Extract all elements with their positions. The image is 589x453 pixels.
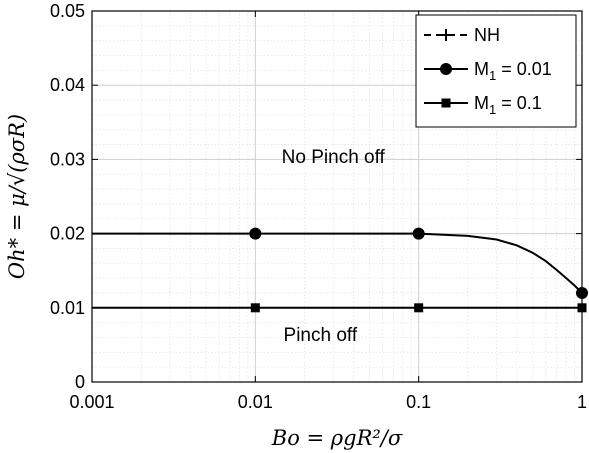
y-tick-label: 0.02 bbox=[50, 224, 85, 244]
y-tick-label: 0.01 bbox=[50, 298, 85, 318]
y-tick-label: 0.04 bbox=[50, 75, 85, 95]
data-point-square bbox=[577, 303, 587, 313]
series-line-1 bbox=[92, 232, 583, 294]
y-axis-label: Oh* = μ/√(ρσR) bbox=[5, 114, 29, 279]
data-point-circle bbox=[576, 286, 588, 299]
y-tick-label: 0.05 bbox=[50, 1, 85, 21]
x-axis-label: Bo = ρgR²/σ bbox=[271, 426, 403, 450]
y-tick-label: 0.03 bbox=[50, 149, 85, 169]
data-point-circle bbox=[412, 227, 425, 240]
series-layer bbox=[92, 227, 588, 313]
y-tick-label: 0 bbox=[75, 372, 85, 392]
x-tick-label: 0.001 bbox=[69, 392, 114, 412]
data-point-circle bbox=[249, 227, 262, 240]
plot-frame bbox=[91, 10, 583, 383]
legend: NH M1 = 0.01 M1 = 0.1 bbox=[415, 14, 577, 128]
annotations: No Pinch off Pinch off bbox=[282, 147, 386, 346]
data-point-square bbox=[414, 303, 424, 313]
x-tick-label: 0.1 bbox=[406, 392, 431, 412]
legend-marker-square bbox=[441, 98, 451, 108]
legend-entry-label: M1 = 0.1 bbox=[474, 93, 542, 117]
data-point-square bbox=[250, 303, 260, 313]
legend-entry-label: NH bbox=[474, 25, 500, 45]
region-annotation: No Pinch off bbox=[282, 147, 386, 168]
legend-marker-circle bbox=[440, 63, 452, 75]
axis-ticks: 0.001 0.01 0.1 1 0 0.01 0.02 0.03 0.04 0.05 bbox=[50, 1, 587, 412]
legend-entry-label: M1 = 0.01 bbox=[474, 59, 552, 83]
x-tick-label: 1 bbox=[577, 392, 587, 412]
legend-marker-plus bbox=[440, 29, 452, 41]
region-annotation: Pinch off bbox=[284, 325, 358, 346]
x-tick-label: 0.01 bbox=[238, 392, 273, 412]
